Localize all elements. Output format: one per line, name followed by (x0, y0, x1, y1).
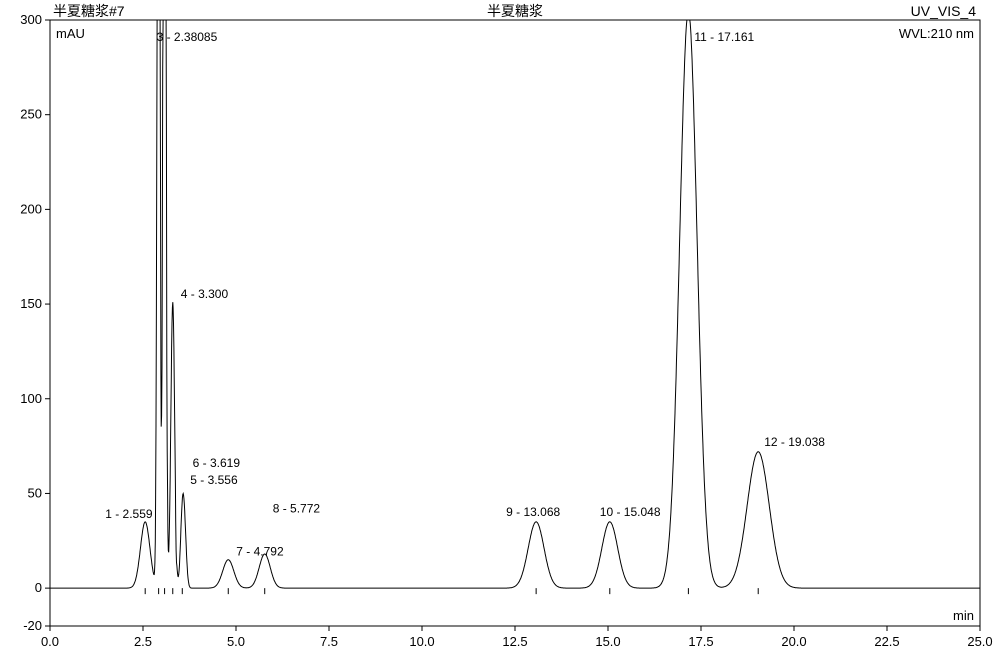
x-tick-label: 20.0 (781, 634, 806, 649)
y-tick-label: 300 (20, 12, 42, 27)
y-tick-label: 0 (35, 580, 42, 595)
wvl-label: WVL:210 nm (899, 26, 974, 41)
peak-label: 8 - 5.772 (273, 501, 321, 515)
peak-label: 11 - 17.161 (694, 30, 754, 44)
title-top-right: UV_VIS_4 (911, 3, 977, 19)
y-tick-label: 250 (20, 107, 42, 122)
plot-border (50, 20, 980, 626)
x-unit-label: min (953, 608, 974, 623)
peak-label: 6 - 3.619 (193, 456, 241, 470)
peak-label: 4 - 3.300 (181, 287, 229, 301)
peak-label: 3 - 2.38085 (157, 30, 218, 44)
title-top-left: 半夏糖浆#7 (53, 3, 125, 19)
y-tick-label: 200 (20, 201, 42, 216)
peak-label: 5 - 3.556 (190, 473, 238, 487)
x-tick-label: 7.5 (320, 634, 338, 649)
x-tick-label: 10.0 (409, 634, 434, 649)
chromatogram-svg: -20 0 50 100 150 200 250 300 0.0 2.5 5.0 7.5 10.0 12.… (0, 0, 1000, 666)
peak-label: 7 - 4.792 (236, 545, 284, 559)
title-top-center: 半夏糖浆 (487, 3, 543, 19)
y-tick-label: 100 (20, 391, 42, 406)
x-tick-label: 25.0 (967, 634, 992, 649)
y-tick-label: 150 (20, 296, 42, 311)
peak-label: 9 - 13.068 (506, 505, 560, 519)
x-tick-label: 5.0 (227, 634, 245, 649)
x-tick-label: 0.0 (41, 634, 59, 649)
y-unit-label: mAU (56, 26, 85, 41)
peak-label: 10 - 15.048 (600, 505, 661, 519)
x-tick-label: 2.5 (134, 634, 152, 649)
chromatogram-chart: -20 0 50 100 150 200 250 300 0.0 2.5 5.0 7.5 10.0 12.… (0, 0, 1000, 666)
x-tick-label: 15.0 (595, 634, 620, 649)
x-tick-label: 17.5 (688, 634, 713, 649)
chromatogram-trace (50, 20, 980, 588)
y-tick-label: 50 (28, 485, 42, 500)
y-tick-label: -20 (23, 618, 42, 633)
peak-label: 12 - 19.038 (764, 435, 825, 449)
x-tick-label: 22.5 (874, 634, 899, 649)
peak-label: 1 - 2.559 (105, 507, 153, 521)
x-tick-label: 12.5 (502, 634, 527, 649)
